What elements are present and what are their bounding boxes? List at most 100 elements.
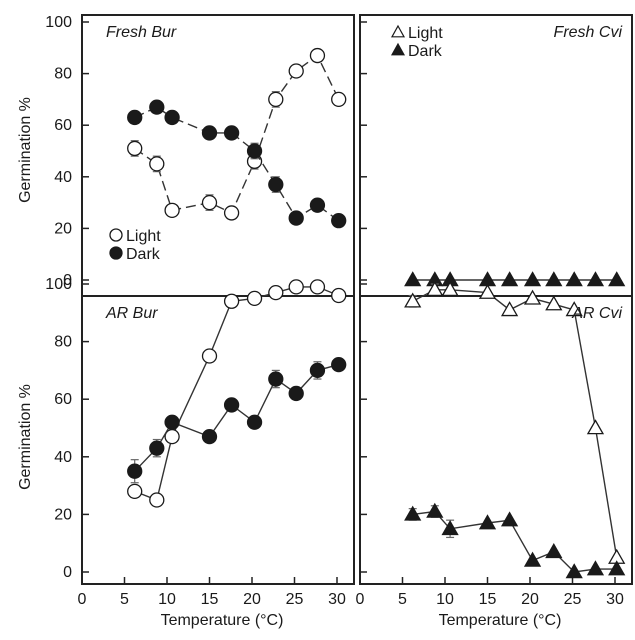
- data-point-dark: [565, 271, 583, 287]
- data-point-light: [201, 348, 218, 364]
- y-tick-label: 20: [54, 506, 72, 523]
- panel-title: Fresh Bur: [106, 24, 177, 41]
- data-point-dark: [223, 397, 240, 413]
- x-tick-label: 15: [201, 591, 219, 608]
- data-point-light: [331, 91, 347, 108]
- data-point-light: [223, 293, 240, 309]
- data-point-dark: [331, 356, 347, 373]
- data-point-dark: [404, 271, 422, 287]
- data-point-dark: [201, 125, 218, 141]
- legend-marker-dark: [390, 42, 406, 56]
- y-tick-label: 60: [54, 117, 72, 134]
- legend-marker-light: [390, 24, 406, 38]
- data-point-dark: [201, 428, 218, 445]
- x-tick-label: 0: [356, 591, 365, 608]
- data-point-dark: [523, 271, 542, 287]
- data-point-dark: [586, 560, 605, 576]
- x-axis-label-left: Temperature (°C): [161, 612, 284, 629]
- data-point-dark: [500, 271, 519, 287]
- data-point-dark: [565, 563, 583, 579]
- data-point-light: [404, 292, 422, 308]
- x-tick-label: 5: [398, 591, 407, 608]
- data-point-light: [201, 194, 218, 211]
- legend-label-dark: Dark: [126, 246, 161, 263]
- y-tick-label: 80: [54, 66, 72, 83]
- data-point-light: [288, 63, 304, 79]
- data-point-dark: [500, 511, 519, 527]
- data-point-light: [331, 287, 347, 304]
- data-point-light: [309, 47, 326, 64]
- data-point-dark: [288, 210, 304, 226]
- data-point-light: [288, 279, 304, 295]
- x-tick-label: 30: [606, 591, 624, 608]
- data-point-dark: [545, 543, 563, 559]
- panel-frame-1: [359, 14, 633, 297]
- data-point-light: [164, 202, 180, 218]
- data-point-light: [545, 295, 563, 311]
- data-point-dark: [331, 213, 347, 229]
- y-tick-label: 0: [63, 272, 72, 289]
- series-line-dark: [134, 363, 339, 472]
- data-point-light: [426, 280, 444, 297]
- x-tick-label: 15: [479, 591, 497, 608]
- data-point-light: [565, 301, 583, 317]
- series-line-dark: [412, 510, 617, 573]
- series-line-light: [412, 289, 618, 558]
- legend-marker-light: [109, 228, 123, 242]
- data-point-dark: [586, 271, 605, 287]
- data-point-dark: [288, 385, 304, 402]
- data-point-dark: [545, 271, 563, 287]
- x-tick-label: 25: [564, 591, 582, 608]
- panel-title: AR Bur: [105, 305, 158, 322]
- y-tick-label: 100: [45, 276, 72, 293]
- legend-marker-dark: [109, 246, 123, 260]
- data-point-light: [500, 301, 519, 317]
- y-tick-label: 40: [54, 169, 72, 186]
- series-layer: [127, 47, 626, 579]
- data-point-dark: [426, 502, 444, 518]
- data-point-dark: [523, 551, 542, 567]
- panel-frame-2: [81, 295, 355, 585]
- series-line-dark: [134, 106, 340, 222]
- data-point-dark: [478, 271, 497, 287]
- y-axis-label-top: Germination %: [17, 97, 34, 203]
- panel-title: AR Cvi: [571, 305, 622, 322]
- x-tick-label: 5: [120, 591, 129, 608]
- data-point-dark: [127, 109, 143, 126]
- data-point-light: [149, 156, 165, 172]
- x-tick-label: 25: [286, 591, 304, 608]
- data-point-dark: [246, 414, 263, 430]
- data-point-dark: [149, 99, 165, 115]
- data-point-dark: [268, 371, 284, 387]
- data-point-light: [268, 284, 284, 301]
- legend-label-dark: Dark: [408, 43, 443, 60]
- legend-label-light: Light: [408, 25, 443, 42]
- panel-title: Fresh Cvi: [554, 24, 623, 41]
- data-point-light: [586, 419, 605, 435]
- data-point-dark: [309, 197, 326, 213]
- data-point-light: [309, 279, 326, 295]
- data-point-dark: [404, 505, 422, 521]
- y-tick-label: 20: [54, 220, 72, 237]
- x-tick-label: 20: [521, 591, 539, 608]
- panel-frames: [81, 14, 633, 585]
- legend-label-light: Light: [126, 228, 161, 245]
- data-point-dark: [149, 440, 165, 456]
- data-point-light: [268, 91, 284, 108]
- y-tick-label: 0: [63, 564, 72, 581]
- data-point-light: [246, 290, 263, 307]
- data-point-dark: [608, 271, 626, 287]
- y-tick-label: 80: [54, 334, 72, 351]
- series-line-light: [134, 286, 339, 501]
- data-point-dark: [246, 143, 263, 159]
- data-point-dark: [309, 362, 326, 379]
- series-line-light: [134, 54, 340, 214]
- data-point-light: [478, 283, 497, 299]
- data-point-dark: [608, 560, 626, 576]
- data-point-light: [149, 492, 165, 508]
- y-tick-label: 100: [45, 14, 72, 31]
- data-point-dark: [164, 109, 180, 126]
